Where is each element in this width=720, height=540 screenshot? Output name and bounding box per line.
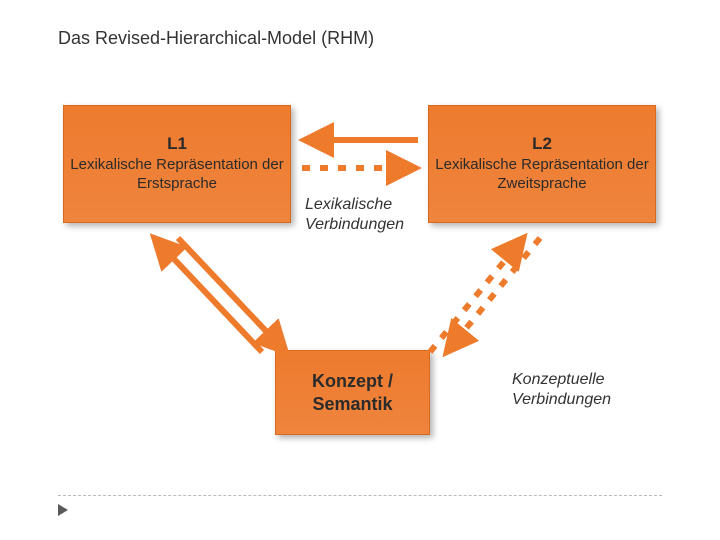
node-l2-sub: Lexikalische Repräsentation der Zweitspr… (429, 156, 655, 194)
page-title: Das Revised-Hierarchical-Model (RHM) (58, 28, 374, 49)
arrows-layer (0, 0, 720, 540)
node-l1-head: L1 (167, 134, 187, 154)
edge-l2-concept-a (450, 238, 540, 348)
label-lexical-l1: Lexikalische (305, 196, 392, 213)
edge-l2-concept-b (430, 242, 520, 352)
label-lexical: Lexikalische Verbindungen (305, 195, 404, 235)
node-l1-sub: Lexikalische Repräsentation der Erstspra… (64, 156, 290, 194)
edge-l1-concept-a (178, 238, 282, 348)
node-l2-head: L2 (532, 134, 552, 154)
edge-l1-concept-b (158, 242, 262, 352)
node-concept-line2: Semantik (312, 393, 392, 416)
node-concept-line1: Konzept / (312, 370, 393, 393)
label-conceptual-l2: Verbindungen (512, 391, 611, 408)
play-icon (58, 504, 68, 516)
node-l1: L1 Lexikalische Repräsentation der Ersts… (63, 105, 291, 223)
label-lexical-l2: Verbindungen (305, 216, 404, 233)
node-concept: Konzept / Semantik (275, 350, 430, 435)
label-conceptual: Konzeptuelle Verbindungen (512, 370, 611, 410)
footer-divider (58, 495, 662, 496)
label-conceptual-l1: Konzeptuelle (512, 371, 605, 388)
node-l2: L2 Lexikalische Repräsentation der Zweit… (428, 105, 656, 223)
